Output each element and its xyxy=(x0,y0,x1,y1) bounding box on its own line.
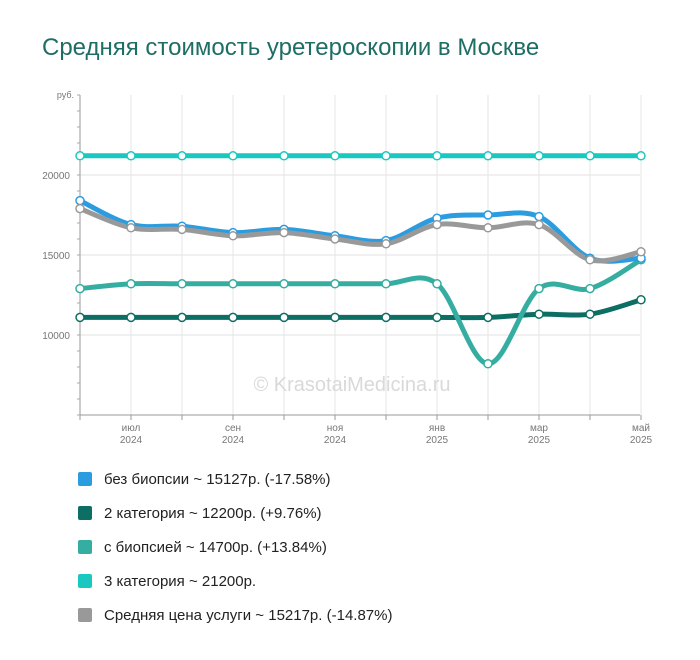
legend-item[interactable]: без биопсии ~ 15127р. (-17.58%) xyxy=(78,462,392,496)
data-point[interactable] xyxy=(381,239,391,249)
legend-label: без биопсии ~ 15127р. (-17.58%) xyxy=(104,470,331,488)
data-point[interactable] xyxy=(126,279,136,289)
x-tick-month: май xyxy=(632,423,650,434)
data-point[interactable] xyxy=(432,219,442,230)
data-point[interactable] xyxy=(381,312,391,323)
data-point[interactable] xyxy=(483,151,493,161)
data-point[interactable] xyxy=(228,279,238,289)
data-point[interactable] xyxy=(534,151,544,161)
legend-swatch xyxy=(78,472,92,486)
x-tick-month: янв xyxy=(429,423,445,434)
data-point[interactable] xyxy=(279,279,289,289)
series-line xyxy=(77,206,644,264)
data-point[interactable] xyxy=(177,151,187,161)
data-point[interactable] xyxy=(585,255,595,265)
chart-title: Средняя стоимость уретероскопии в Москве xyxy=(42,34,540,61)
data-point[interactable] xyxy=(75,151,85,161)
legend-item[interactable]: 3 категория ~ 21200р. xyxy=(78,564,392,598)
data-point[interactable] xyxy=(228,312,238,323)
legend-swatch xyxy=(78,506,92,520)
data-point[interactable] xyxy=(534,309,544,319)
data-point[interactable] xyxy=(381,151,391,161)
y-axis-label: руб. xyxy=(57,90,74,100)
data-point[interactable] xyxy=(483,359,493,369)
x-tick-month: сен xyxy=(225,423,241,434)
legend-swatch xyxy=(78,540,92,554)
x-tick-year: 2025 xyxy=(426,435,449,446)
data-point[interactable] xyxy=(126,223,136,233)
series-line xyxy=(77,257,644,367)
data-point[interactable] xyxy=(330,312,340,323)
x-tick-year: 2025 xyxy=(630,435,653,446)
data-point[interactable] xyxy=(432,151,442,161)
data-point[interactable] xyxy=(75,203,85,214)
y-tick-label: 15000 xyxy=(42,251,70,262)
legend: без биопсии ~ 15127р. (-17.58%) 2 категор… xyxy=(78,462,392,632)
legend-swatch xyxy=(78,608,92,622)
x-tick-year: 2024 xyxy=(120,435,143,446)
legend-item[interactable]: с биопсией ~ 14700р. (+13.84%) xyxy=(78,530,392,564)
legend-item[interactable]: Средняя цена услуги ~ 15217р. (-14.87%) xyxy=(78,598,392,632)
legend-swatch xyxy=(78,574,92,588)
x-tick-month: июл xyxy=(122,423,141,434)
data-point[interactable] xyxy=(126,151,136,161)
data-point[interactable] xyxy=(330,151,340,161)
line-chart: 100001500020000руб.июл2024сен2024ноя2024… xyxy=(42,90,652,446)
data-point[interactable] xyxy=(636,151,646,161)
data-point[interactable] xyxy=(177,279,187,289)
data-point[interactable] xyxy=(585,151,595,161)
data-point[interactable] xyxy=(585,309,595,319)
data-point[interactable] xyxy=(483,312,493,323)
legend-item[interactable]: 2 категория ~ 12200р. (+9.76%) xyxy=(78,496,392,530)
series-lines xyxy=(77,153,644,367)
y-tick-label: 20000 xyxy=(42,171,70,182)
data-point[interactable] xyxy=(228,231,238,241)
legend-label: 2 категория ~ 12200р. (+9.76%) xyxy=(104,504,322,522)
x-tick-year: 2025 xyxy=(528,435,551,446)
y-tick-label: 10000 xyxy=(42,331,70,342)
data-point[interactable] xyxy=(75,195,85,206)
legend-label: 3 категория ~ 21200р. xyxy=(104,572,257,590)
data-point[interactable] xyxy=(177,312,187,323)
legend-label: Средняя цена услуги ~ 15217р. (-14.87%) xyxy=(104,606,393,624)
data-point[interactable] xyxy=(381,279,391,289)
data-point[interactable] xyxy=(432,279,442,289)
data-points xyxy=(75,151,646,369)
data-point[interactable] xyxy=(432,312,442,323)
data-point[interactable] xyxy=(330,279,340,289)
data-point[interactable] xyxy=(279,227,289,238)
data-point[interactable] xyxy=(483,210,493,220)
x-tick-year: 2024 xyxy=(324,435,347,446)
data-point[interactable] xyxy=(330,234,340,244)
series-line xyxy=(77,297,644,321)
data-point[interactable] xyxy=(177,224,187,235)
x-tick-month: мар xyxy=(530,423,548,434)
data-point[interactable] xyxy=(585,283,595,294)
data-point[interactable] xyxy=(636,295,646,305)
watermark-text: © KrasotaiMedicina.ru xyxy=(253,374,450,396)
axes: 100001500020000руб.июл2024сен2024ноя2024… xyxy=(42,90,652,446)
data-point[interactable] xyxy=(279,312,289,323)
data-point[interactable] xyxy=(636,247,646,257)
x-tick-month: ноя xyxy=(327,423,344,434)
data-point[interactable] xyxy=(279,151,289,161)
data-point[interactable] xyxy=(228,151,238,161)
data-point[interactable] xyxy=(483,223,493,233)
data-point[interactable] xyxy=(126,312,136,323)
data-point[interactable] xyxy=(75,283,85,294)
x-tick-year: 2024 xyxy=(222,435,245,446)
grid xyxy=(79,95,642,415)
data-point[interactable] xyxy=(534,219,544,230)
data-point[interactable] xyxy=(534,283,544,294)
data-point[interactable] xyxy=(534,211,544,222)
data-point[interactable] xyxy=(75,312,85,323)
legend-label: с биопсией ~ 14700р. (+13.84%) xyxy=(104,538,327,556)
